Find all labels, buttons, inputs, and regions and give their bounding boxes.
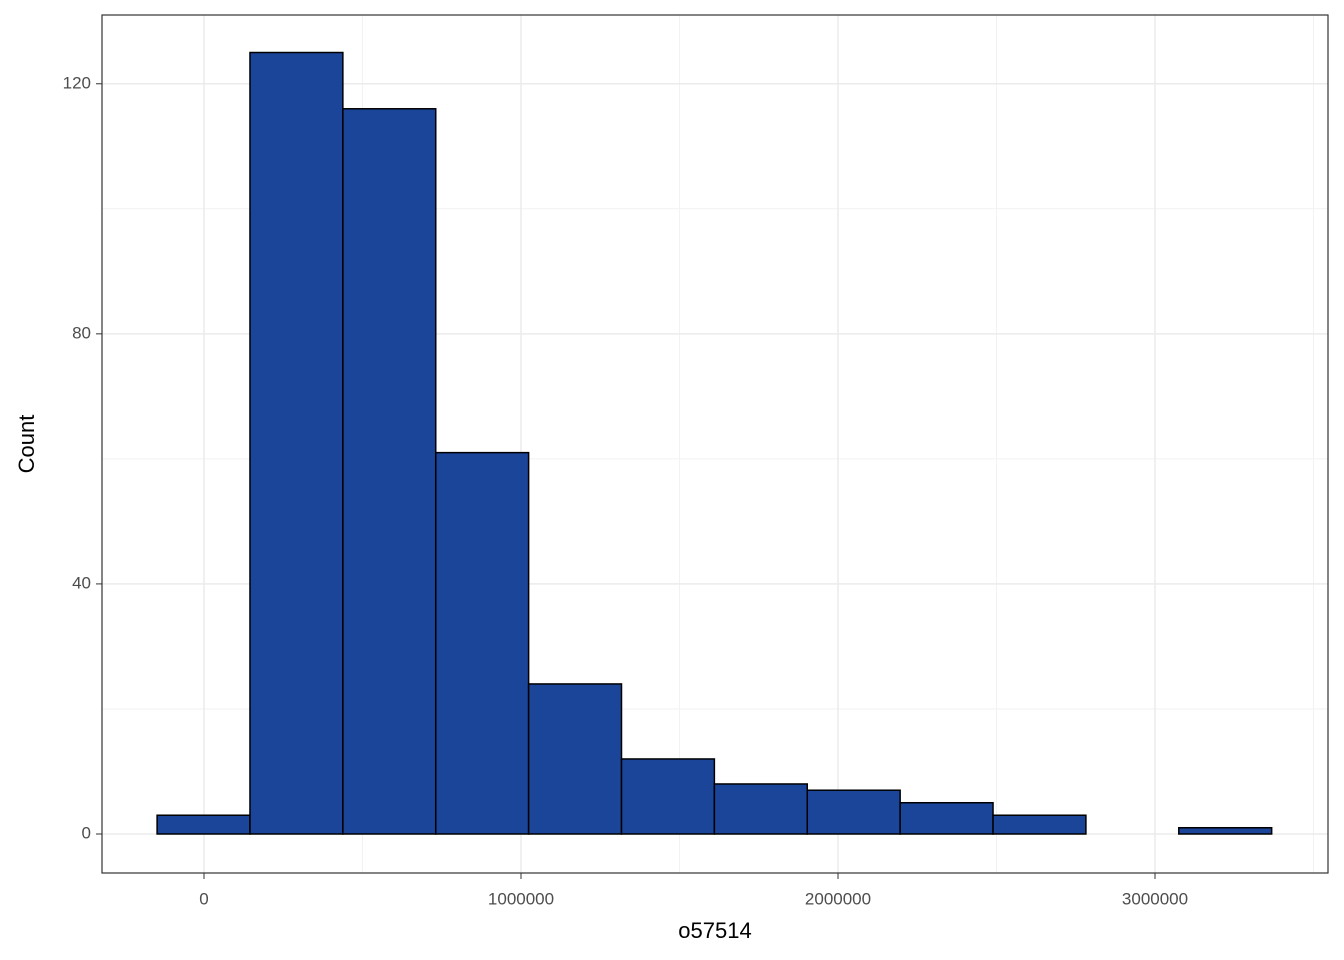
x-tick-label: 3000000 (1122, 889, 1188, 908)
bar (527, 683, 623, 835)
x-tick-label: 0 (199, 889, 208, 908)
bar (713, 783, 809, 835)
bar (249, 51, 344, 835)
bar (342, 108, 437, 835)
bar (156, 814, 251, 835)
x-axis-label: o57514 (678, 918, 751, 943)
bar (806, 789, 901, 835)
bar (899, 801, 994, 835)
bar (434, 451, 530, 835)
x-tick-label: 2000000 (805, 889, 871, 908)
bar (620, 758, 716, 835)
y-axis-label: Count (14, 415, 39, 474)
bar (992, 814, 1087, 835)
y-tick-label: 0 (82, 823, 91, 842)
panel-border (101, 14, 1329, 874)
y-tick-label: 120 (63, 73, 91, 92)
x-tick-label: 1000000 (488, 889, 554, 908)
y-tick-label: 80 (72, 323, 91, 342)
bar (1178, 826, 1273, 835)
y-tick-label: 40 (72, 573, 91, 592)
